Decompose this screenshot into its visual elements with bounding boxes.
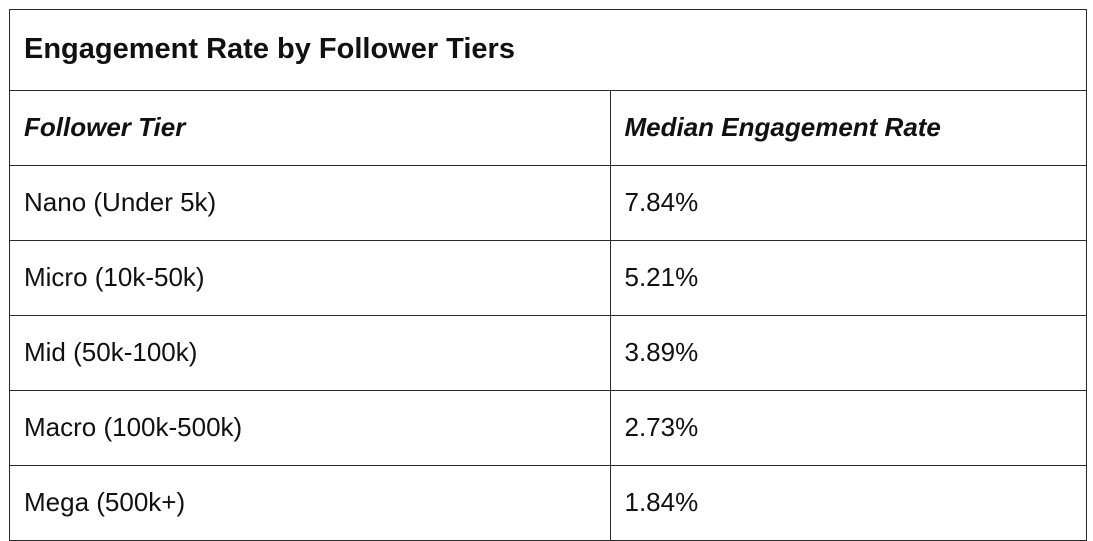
engagement-table: Engagement Rate by Follower Tiers Follow… [10, 10, 1086, 540]
rate-cell: 3.89% [609, 314, 1086, 391]
rate-cell: 2.73% [609, 389, 1086, 466]
table-title: Engagement Rate by Follower Tiers [10, 10, 1086, 91]
table-row: Mid (50k-100k) 3.89% [10, 314, 1086, 391]
table-row: Micro (10k-50k) 5.21% [10, 239, 1086, 316]
table-header-row: Follower Tier Median Engagement Rate [10, 89, 1086, 166]
table-title-row: Engagement Rate by Follower Tiers [10, 10, 1086, 91]
table-row: Nano (Under 5k) 7.84% [10, 164, 1086, 241]
tier-cell: Mega (500k+) [10, 464, 611, 540]
rate-cell: 1.84% [609, 464, 1086, 540]
rate-cell: 5.21% [609, 239, 1086, 316]
rate-cell: 7.84% [609, 164, 1086, 241]
column-header-follower-tier: Follower Tier [10, 89, 611, 166]
tier-cell: Mid (50k-100k) [10, 314, 611, 391]
engagement-table-container: Engagement Rate by Follower Tiers Follow… [9, 9, 1087, 541]
tier-cell: Micro (10k-50k) [10, 239, 611, 316]
tier-cell: Nano (Under 5k) [10, 164, 611, 241]
column-header-median-engagement-rate: Median Engagement Rate [609, 89, 1086, 166]
table-row: Macro (100k-500k) 2.73% [10, 389, 1086, 466]
table-row: Mega (500k+) 1.84% [10, 464, 1086, 540]
tier-cell: Macro (100k-500k) [10, 389, 611, 466]
